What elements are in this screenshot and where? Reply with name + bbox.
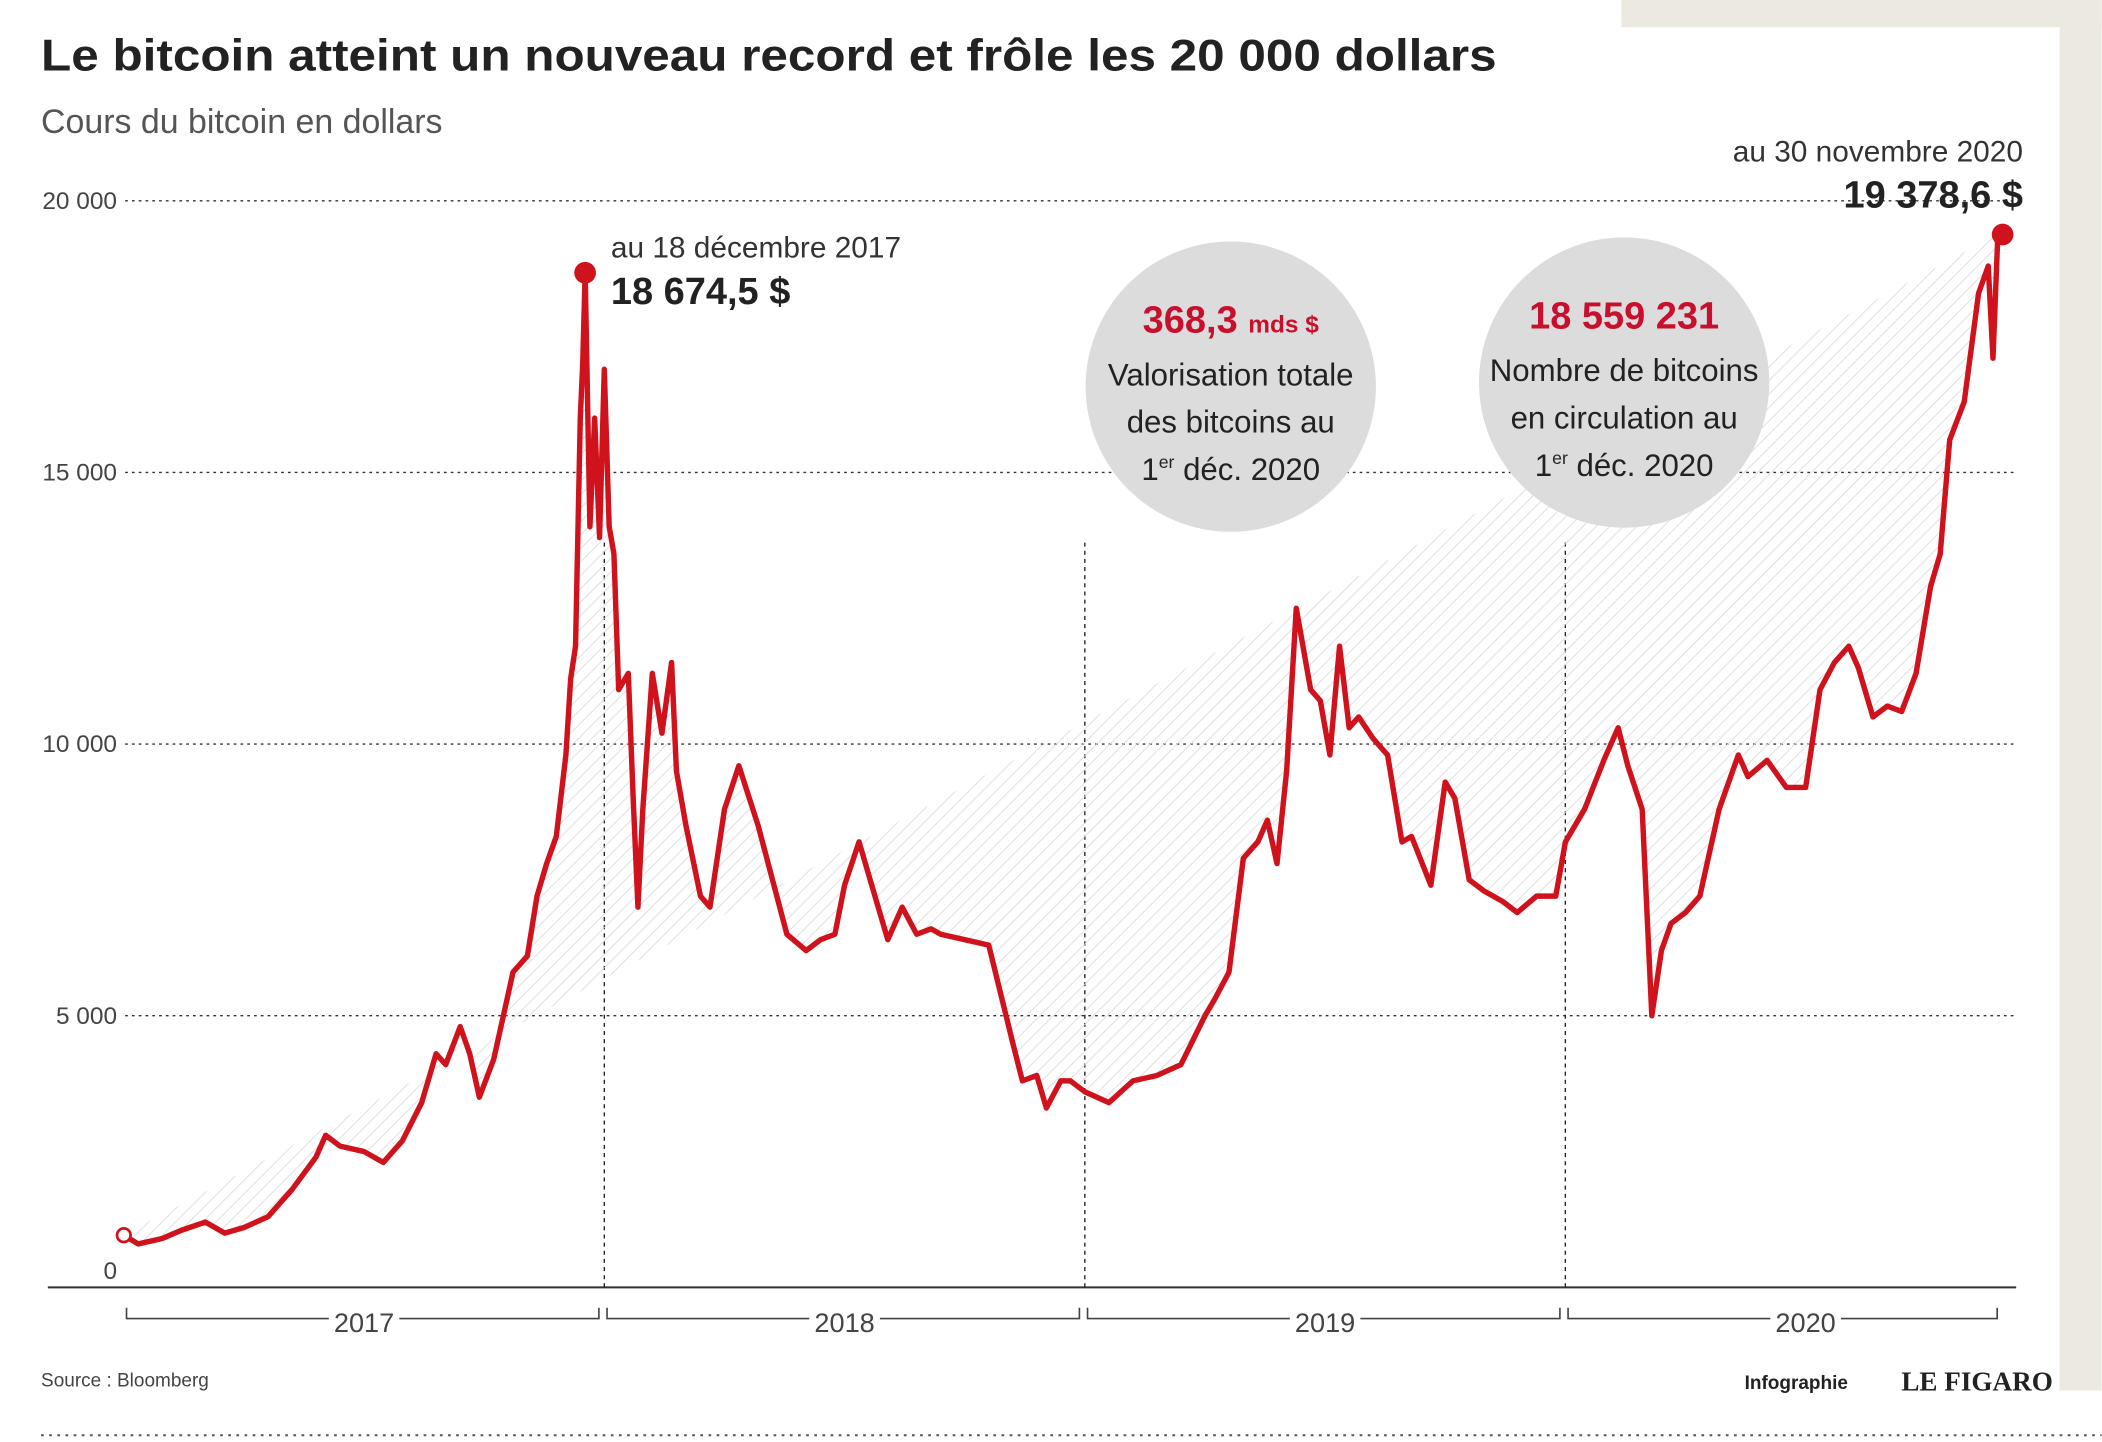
- side-strip: [2059, 0, 2102, 1391]
- year-bracket: [1567, 1307, 1998, 1320]
- stat-date-sup: er: [1552, 448, 1568, 468]
- stat-line: des bitcoins au: [1127, 405, 1335, 440]
- y-tick-label: 20 000: [42, 188, 117, 215]
- chart-subtitle: Cours du bitcoin en dollars: [41, 103, 442, 141]
- top-strip: [1621, 0, 2102, 28]
- stat-bubble: [1085, 241, 1376, 532]
- annotation-date: au 18 décembre 2017: [611, 232, 901, 265]
- start-point: [115, 1227, 132, 1244]
- brand: LE FIGARO: [1901, 1366, 2052, 1396]
- stat-date-sup: er: [1159, 452, 1175, 472]
- chart-title: Le bitcoin atteint un nouveau record et …: [41, 31, 1497, 81]
- stat-line: Valorisation totale: [1108, 357, 1354, 392]
- stat-line: en circulation au: [1511, 401, 1738, 436]
- stat-date-rest: déc. 2020: [1576, 448, 1713, 483]
- stat-number: 18 559 231: [1529, 295, 1719, 337]
- year-bracket: [606, 1307, 1081, 1320]
- stat-date-rest: déc. 2020: [1183, 452, 1320, 487]
- year-bracket: [125, 1307, 600, 1320]
- source: Source : Bloomberg: [41, 1370, 209, 1391]
- plot: 0 5 000 10 000 15 000 20 000 2017 2018 2019 2020…: [42, 135, 2023, 1338]
- annotation-date: au 30 novembre 2020: [1733, 135, 2023, 168]
- annotation-point: [1991, 223, 2014, 246]
- stat-date-day: 1: [1535, 448, 1552, 483]
- year-label: 2020: [1775, 1307, 1835, 1338]
- stat-number: 368,3: [1143, 299, 1238, 341]
- y-tick-label: 15 000: [42, 460, 117, 487]
- stat-unit: mds $: [1248, 311, 1319, 338]
- price-line: [122, 234, 2001, 1247]
- year-label: 2018: [814, 1307, 874, 1338]
- stat-date: 1er déc. 2020: [1141, 440, 1320, 487]
- stat-date: 1er déc. 2020: [1535, 436, 1714, 483]
- y-tick-label: 10 000: [42, 731, 117, 758]
- year-bracket: [1086, 1307, 1561, 1320]
- y-tick-label: 5 000: [56, 1003, 117, 1030]
- stat-line: Nombre de bitcoins: [1490, 353, 1759, 388]
- stat-value: 18 559 231: [1529, 295, 1719, 337]
- annotation-value: 18 674,5 $: [611, 271, 790, 313]
- stat-bubble: [1478, 237, 1770, 528]
- year-label: 2017: [334, 1307, 394, 1338]
- credit: Infographie: [1745, 1373, 1848, 1394]
- annotation-point: [574, 261, 596, 284]
- y-tick-label: 0: [103, 1258, 117, 1285]
- year-label: 2019: [1295, 1307, 1355, 1338]
- annotation-value: 19 378,6 $: [1843, 175, 2022, 217]
- stat-value: 368,3 mds $: [1143, 299, 1320, 341]
- stat-date-day: 1: [1141, 452, 1158, 487]
